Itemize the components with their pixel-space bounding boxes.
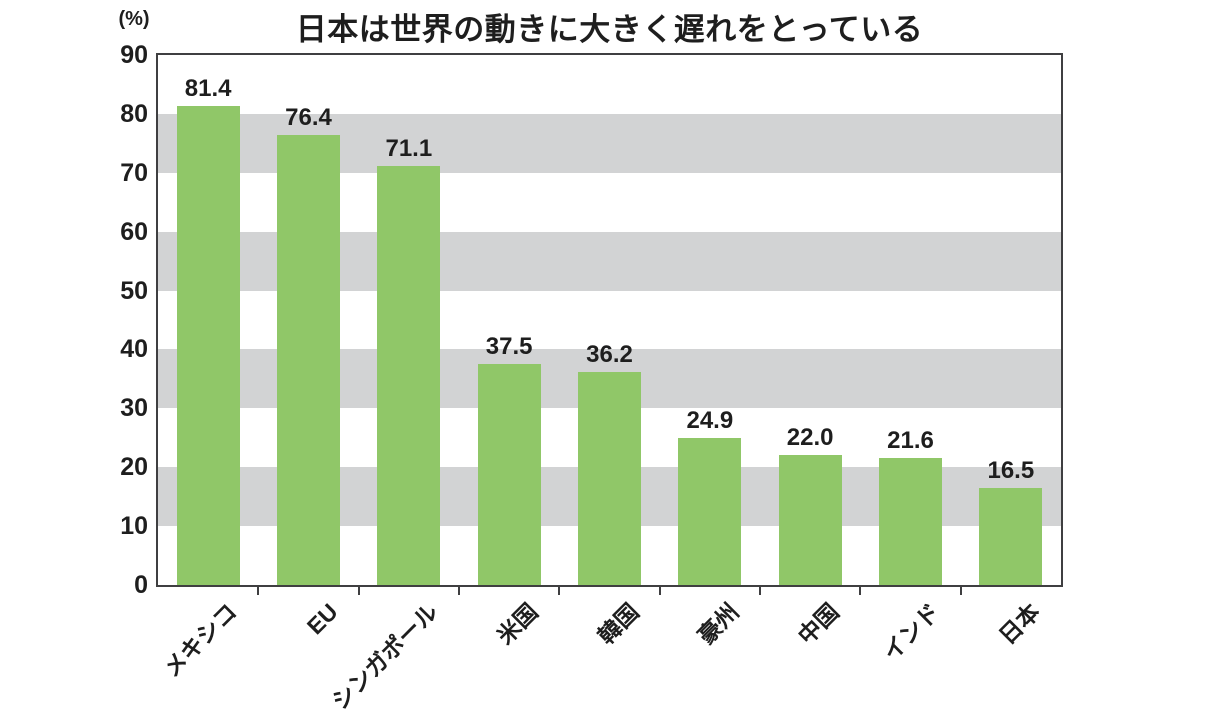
chart-title: 日本は世界の動きに大きく遅れをとっている xyxy=(295,12,924,47)
y-axis-unit-label: (%) xyxy=(118,8,150,30)
y-axis-tick-label: 70 xyxy=(120,158,148,187)
y-axis-tick-label: 10 xyxy=(120,512,148,541)
y-axis-tick-label: 90 xyxy=(120,41,148,69)
plot-area xyxy=(156,53,1063,587)
bar-singapore xyxy=(377,166,441,585)
bar-value-label: 71.1 xyxy=(385,135,433,163)
bar-usa xyxy=(477,364,541,585)
x-axis-tick-mark xyxy=(357,585,360,595)
x-axis-tick-mark xyxy=(759,585,761,595)
bar-value-label: 22.0 xyxy=(786,424,834,452)
bar-india xyxy=(879,457,942,585)
x-axis-tick-mark xyxy=(959,585,962,595)
bar-eu xyxy=(277,135,340,585)
bar-value-label: 36.2 xyxy=(586,340,633,368)
y-axis-tick-label: 80 xyxy=(120,99,148,128)
bar-mexico xyxy=(176,105,240,585)
bar-value-label: 76.4 xyxy=(285,104,332,132)
y-axis-tick-label: 50 xyxy=(120,276,148,305)
y-axis-tick-label: 60 xyxy=(120,217,148,246)
x-axis-tick-mark xyxy=(558,585,561,595)
bar-value-label: 37.5 xyxy=(485,333,533,361)
x-axis-tick-mark xyxy=(257,585,260,595)
bar-value-label: 16.5 xyxy=(987,456,1035,484)
bar-value-label: 81.4 xyxy=(184,74,232,102)
x-axis-tick-mark xyxy=(859,585,862,595)
bar-south-korea xyxy=(578,371,641,585)
y-axis-tick-label: 30 xyxy=(120,394,148,423)
x-axis-category-label: メキシコ xyxy=(158,598,242,682)
bar-japan xyxy=(979,487,1043,585)
bar-australia xyxy=(678,438,742,585)
bar-value-label: 21.6 xyxy=(887,426,934,454)
bar-value-label: 24.9 xyxy=(686,407,734,435)
y-axis-tick-label: 40 xyxy=(120,335,148,364)
y-axis-tick-label: 20 xyxy=(120,453,148,482)
bar-china xyxy=(778,455,842,585)
y-axis-tick-label: 0 xyxy=(134,571,148,599)
x-axis-tick-mark xyxy=(458,585,460,595)
x-axis-tick-mark xyxy=(658,585,661,595)
